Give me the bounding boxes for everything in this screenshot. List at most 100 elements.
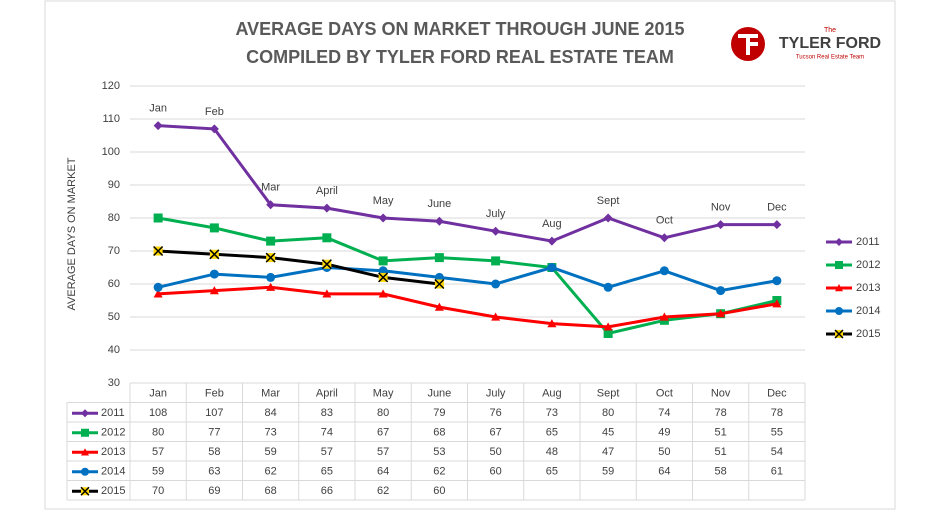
table-cell: 70 [152,485,164,497]
table-cell: 58 [715,466,727,478]
table-header: Sept [597,388,620,400]
table-cell: 63 [208,466,220,478]
logo-name: TYLER FORD [779,35,881,52]
category-label: May [373,195,394,207]
y-tick-label: 90 [108,179,120,191]
table-header: May [373,388,394,400]
series-line [158,249,440,286]
marker [265,252,276,263]
logo: The TYLER FORD Tucson Real Estate Team [731,27,881,61]
category-label: Nov [711,202,731,214]
marker-cross [434,278,445,290]
table-cell: 49 [658,427,670,439]
marker [835,238,843,246]
category-label: Oct [656,215,673,227]
table-cell: 74 [658,407,670,419]
y-tick-label: 100 [102,146,120,158]
category-label: July [486,208,506,220]
y-tick-label: 50 [108,311,120,323]
legend-label: 2014 [856,305,880,317]
marker-cross [378,272,389,283]
table-cell: 68 [433,427,445,439]
table-cell: 47 [602,446,614,458]
table-header: Aug [542,388,562,400]
table-cell: 50 [490,446,502,458]
table-cell: 45 [602,427,614,439]
table-cell: 65 [546,427,558,439]
category-label: Feb [205,106,224,118]
marker [266,282,276,291]
table-cell: 78 [715,407,727,419]
marker [153,121,163,131]
table-cell: 55 [771,427,783,439]
y-tick-label: 30 [108,377,120,389]
marker [434,302,444,311]
table-header: Dec [767,388,787,400]
table-header: Oct [656,388,673,400]
table-cell: 67 [490,427,502,439]
marker [153,282,163,292]
marker [547,236,557,246]
marker [716,309,726,318]
table-cell: 64 [377,466,389,478]
marker [153,213,163,223]
marker [835,307,843,315]
table-cell: 51 [715,446,727,458]
marker [209,124,219,134]
table-cell: 65 [546,466,558,478]
marker [153,245,164,257]
marker [378,256,388,266]
y-tick-label: 70 [108,245,120,257]
y-axis-label: AVERAGE DAYS ON MARKET [66,157,78,310]
marker [81,448,89,456]
table-row-label: 2011 [101,407,125,419]
table-row-label: 2013 [101,446,125,458]
marker [835,261,843,269]
marker-cross [834,329,844,339]
table-cell: 67 [377,427,389,439]
table-cell: 84 [265,407,277,419]
logo-monogram [738,34,758,55]
marker [603,213,613,223]
marker [491,312,501,321]
table-row-label: 2015 [101,485,125,497]
table-header: Feb [205,388,224,400]
marker [716,220,726,230]
y-tick-label: 40 [108,344,120,356]
table-cell: 107 [205,407,223,419]
table-cell: 80 [152,427,164,439]
table-cell: 59 [602,466,614,478]
table-cell: 61 [771,466,783,478]
table-row-label: 2012 [101,427,125,439]
table-header: July [486,388,506,400]
table-row-label: 2014 [101,466,125,478]
table-cell: 80 [602,407,614,419]
marker [378,289,388,298]
y-tick-label: 120 [102,80,120,92]
marker [772,299,782,308]
table-cell: 59 [152,466,164,478]
table-header: Jan [149,388,167,400]
category-label: Mar [261,182,280,194]
marker-cross [153,245,164,257]
table-cell: 66 [321,485,333,497]
table-cell: 73 [546,407,558,419]
table-cell: 65 [321,466,333,478]
table-cell: 48 [546,446,558,458]
table-cell: 54 [771,446,783,458]
marker [81,428,89,437]
legend-label: 2012 [856,259,880,271]
table-cell: 78 [771,407,783,419]
y-tick-label: 60 [108,278,120,290]
table-header: June [427,388,451,400]
marker [209,269,219,279]
table-cell: 73 [265,427,277,439]
marker [491,256,501,266]
logo-tagline: Tucson Real Estate Team [796,55,864,61]
marker [547,319,557,328]
marker [603,322,613,331]
marker [81,467,89,476]
legend-label: 2015 [856,328,880,340]
marker-cross [80,486,90,496]
legend-label: 2013 [856,282,880,294]
